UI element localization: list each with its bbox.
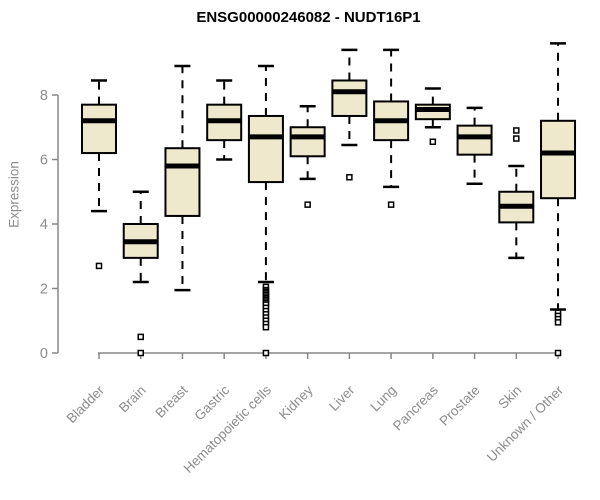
x-tick-label: Kidney [276,382,316,422]
y-tick-label: 8 [40,88,48,104]
chart-title: ENSG00000246082 - NUDT16P1 [196,9,421,26]
box-hematopoietic-cells [247,64,284,357]
box-kidney [289,105,326,208]
box-rect [456,124,493,156]
box-unknown-other [540,42,577,357]
outlier-point [304,201,311,208]
outlier-point [137,333,144,341]
box-rect [164,147,201,217]
x-tick-label: Gastric [191,382,232,423]
y-tick-label: 0 [40,346,48,362]
box-skin [498,127,535,260]
outlier-point [387,201,395,208]
box-bladder [81,79,117,270]
outlier-point [95,262,103,270]
box-brain [122,190,159,357]
box-prostate [456,106,493,185]
x-tick-label: Prostate [437,383,483,429]
y-tick-label: 6 [40,153,48,169]
outlier-point [262,323,270,331]
box-pancreas [414,87,451,146]
outlier-point [429,138,437,146]
box-breast [164,64,201,292]
x-tick-label: Skin [495,383,524,412]
outlier-point [513,135,520,142]
x-tick-label: Liver [326,382,358,414]
box-lung [373,48,410,208]
x-tick-label: Unknown / Other [484,382,567,465]
outlier-point [554,349,562,357]
outlier-point [554,319,562,326]
x-tick-label: Bladder [64,382,108,426]
box-rect [289,126,326,158]
x-tick-label: Brain [116,383,149,416]
box-rect [247,114,284,184]
y-tick-label: 4 [40,217,48,233]
x-tick-label: Breast [152,382,190,420]
box-gastric [206,79,243,161]
y-tick-label: 2 [40,282,48,298]
box-rect [81,103,117,155]
x-tick-label: Lung [367,383,399,415]
box-rect [331,79,368,117]
outlier-point [262,349,270,357]
box-rect [540,119,577,200]
outlier-point [513,127,520,134]
outlier-point [346,173,353,181]
x-tick-label: Pancreas [390,382,441,433]
outlier-point [137,349,144,357]
box-liver [331,48,368,181]
